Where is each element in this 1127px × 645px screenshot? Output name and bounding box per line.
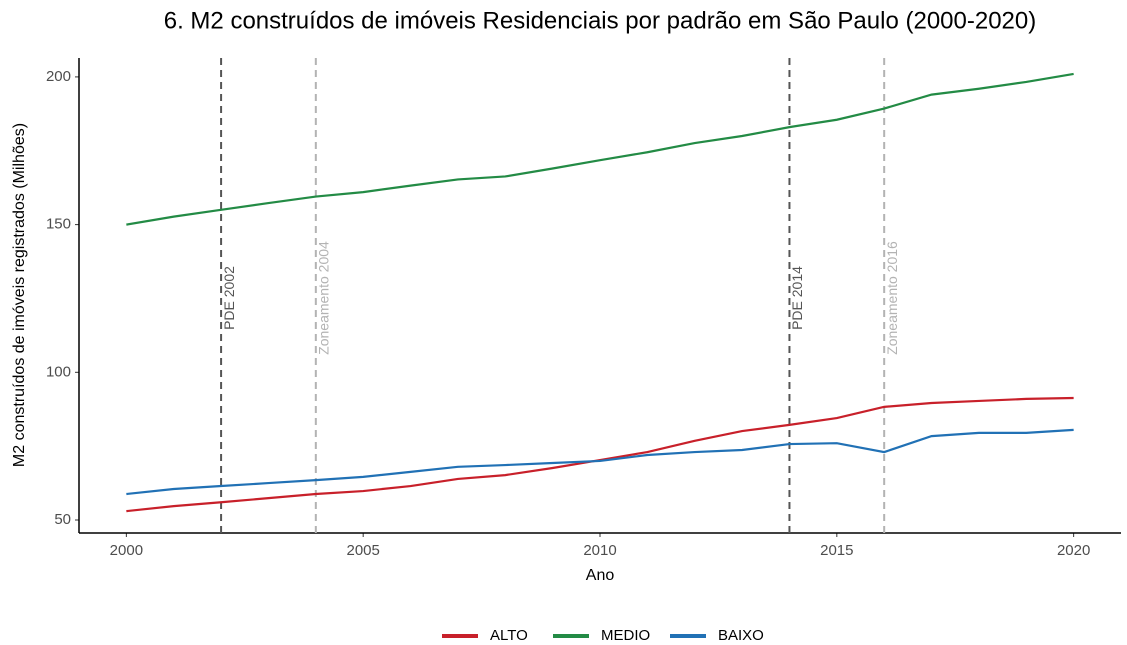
x-tick-label: 2010 (583, 542, 616, 559)
y-axis-label: M2 construídos de imóveis registrados (M… (11, 123, 28, 467)
legend-label: BAIXO (718, 627, 764, 644)
reference-label: PDE 2002 (221, 266, 237, 330)
x-tick-label: 2015 (820, 542, 853, 559)
y-tick-label: 100 (46, 363, 71, 380)
x-axis-label: Ano (586, 567, 615, 584)
reference-label: Zoneamento 2016 (884, 241, 900, 355)
series-line (126, 428, 1074, 496)
reference-label: PDE 2014 (789, 266, 805, 330)
x-tick-label: 2020 (1057, 542, 1090, 559)
series-line (126, 396, 1074, 513)
chart-title: 6. M2 construídos de imóveis Residenciai… (164, 7, 1036, 34)
y-tick-label: 150 (46, 216, 71, 233)
x-tick-label: 2005 (346, 542, 379, 559)
legend-label: MEDIO (601, 627, 650, 644)
legend-label: ALTO (490, 627, 528, 644)
series-line (126, 72, 1074, 226)
x-tick-label: 2000 (110, 542, 143, 559)
y-tick-label: 50 (54, 511, 71, 528)
reference-label: Zoneamento 2004 (316, 241, 332, 355)
y-tick-label: 200 (46, 68, 71, 85)
